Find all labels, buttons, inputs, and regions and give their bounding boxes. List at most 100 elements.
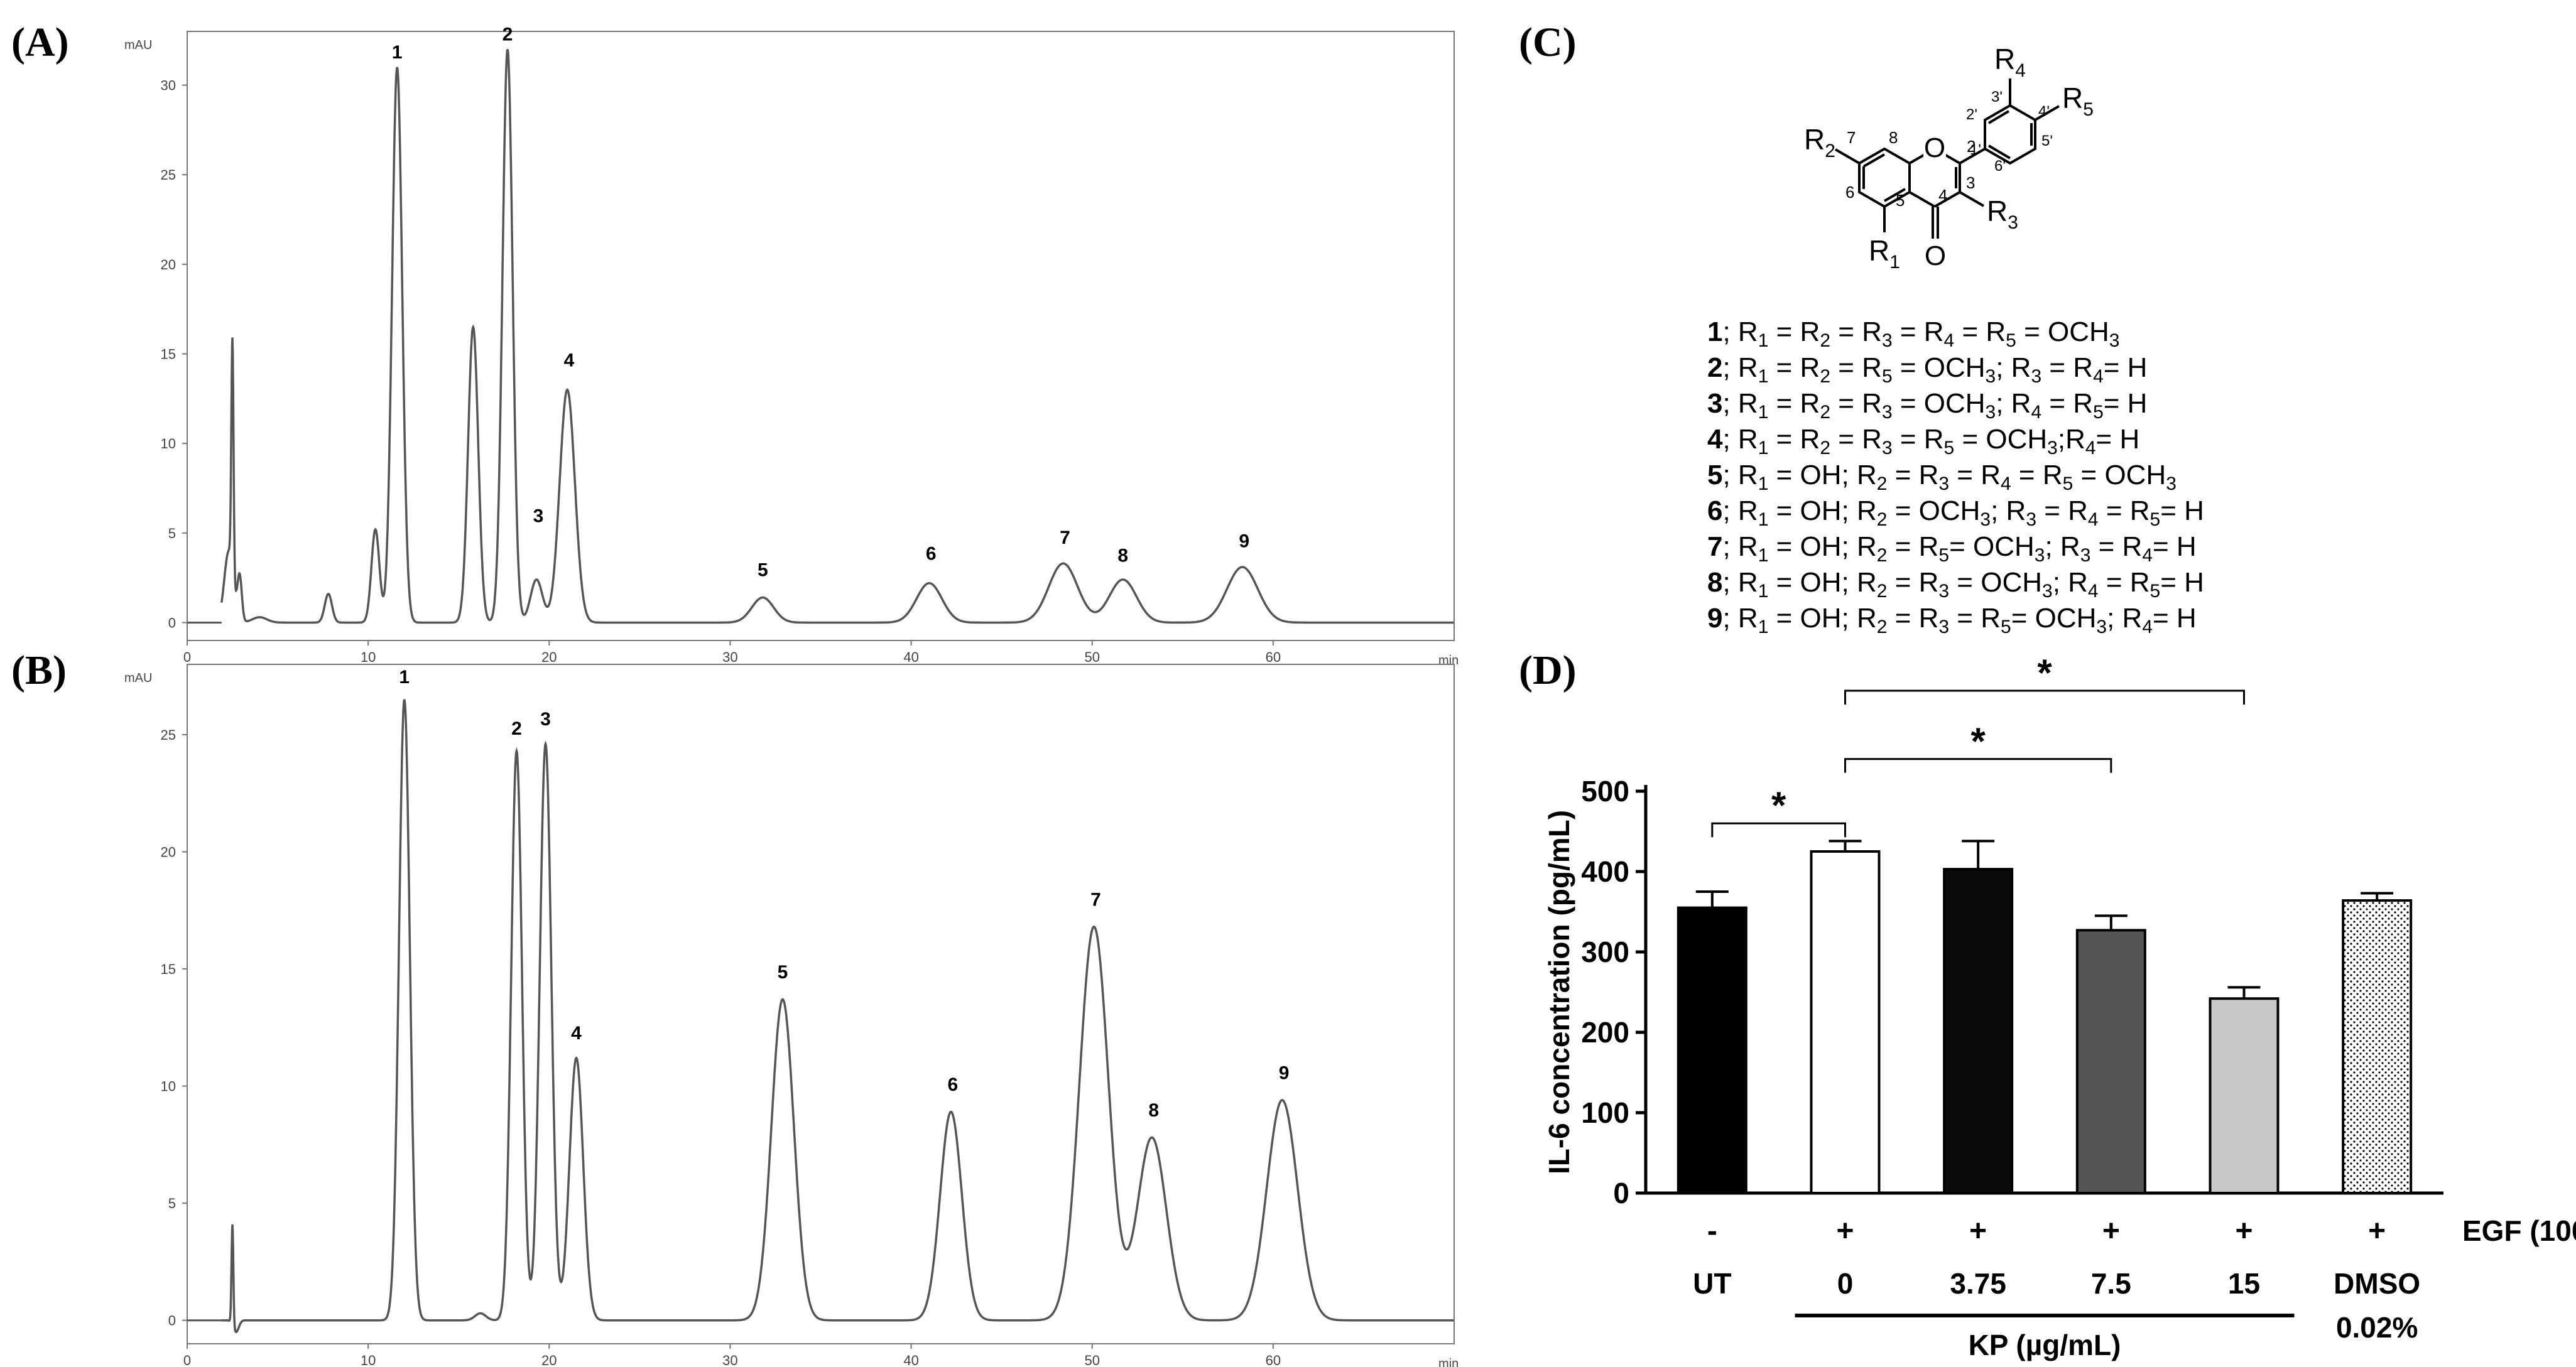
- chrom-b-peak-label-6: 6: [948, 1074, 959, 1095]
- legend-text: = R: [2011, 460, 2063, 490]
- substituent-r5: R5: [2062, 82, 2094, 120]
- legend-line-3: 3; R1 = R2 = R3 = OCH3; R4 = R5= H: [1707, 386, 2273, 423]
- legend-subscript: 4: [2087, 509, 2099, 530]
- legend-text: ; R: [1996, 388, 2031, 419]
- substituent-r2: R2: [1804, 123, 1835, 161]
- legend-compound-number: 5: [1707, 460, 1723, 490]
- bar-y-axis-label: IL-6 concentration (pg/mL): [1543, 810, 1575, 1174]
- substituent-r4: R4: [1994, 43, 2026, 81]
- chrom-b-xtick-label: 50: [1084, 1353, 1099, 1367]
- legend-subscript: 3: [1938, 617, 1950, 637]
- position-3prime: 3': [1991, 89, 2003, 105]
- chrom-a-ytick-label: 20: [161, 257, 176, 273]
- bar-ytick-label: 0: [1613, 1177, 1629, 1209]
- position-6: 6: [1845, 183, 1854, 202]
- legend-subscript: 5: [1938, 545, 1950, 566]
- legend-line-4: 4; R1 = R2 = R3 = R5 = OCH3;R4= H: [1707, 421, 2273, 458]
- legend-text: = R: [1887, 460, 1939, 490]
- chrom-b-ytick-label: 0: [168, 1313, 176, 1329]
- bar-1: [1810, 850, 1881, 1194]
- legend-subscript: 4: [2031, 402, 2042, 423]
- egf-sign-1: +: [1836, 1214, 1854, 1248]
- legend-text: = H: [2153, 531, 2197, 562]
- legend-text: = R: [2090, 531, 2143, 562]
- legend-subscript: 5: [2006, 330, 2016, 351]
- legend-line-1: 1; R1 = R2 = R3 = R4 = R5 = OCH3: [1707, 314, 2273, 350]
- legend-subscript: 1: [1758, 617, 1769, 637]
- chrom-a-peak-label-1: 1: [392, 42, 403, 63]
- legend-text: ; R: [2052, 567, 2088, 598]
- legend-text: ; R: [1722, 388, 1758, 419]
- bar-0: [1677, 906, 1747, 1194]
- panel-label-d: (D): [1519, 647, 1577, 693]
- legend-subscript: 3: [2166, 473, 2177, 494]
- legend-text: = H: [2103, 352, 2148, 383]
- chrom-b-trace: [221, 699, 1454, 1334]
- bar-3: [2075, 929, 2146, 1194]
- chrom-b-y-unit: mAU: [124, 671, 152, 685]
- compound-legend: 1; R1 = R2 = R3 = R4 = R5 = OCH3 2; R1 = …: [1707, 314, 2273, 637]
- category-label-2: 3.75: [1950, 1267, 2006, 1300]
- legend-subscript: 4: [2001, 473, 2011, 494]
- legend-text: ; R: [1722, 460, 1758, 490]
- position-4prime: 4': [2038, 103, 2050, 120]
- position-5: 5: [1896, 191, 1905, 210]
- chrom-b-peak-label-8: 8: [1148, 1100, 1159, 1121]
- chrom-a-ytick-label: 30: [161, 78, 176, 94]
- legend-subscript: 5: [1943, 438, 1955, 458]
- legend-text: = R: [1768, 388, 1820, 419]
- egf-sign-3: +: [2102, 1214, 2120, 1248]
- legend-text: = H: [2103, 388, 2148, 419]
- legend-subscript: 2: [1876, 473, 1888, 494]
- significance-bracket-1: [1844, 758, 2112, 773]
- legend-compound-number: 3: [1707, 388, 1723, 419]
- chrom-a-xtick-label: 10: [361, 649, 376, 665]
- category-label-3: 7.5: [2091, 1267, 2131, 1300]
- legend-text: = R: [1949, 460, 2001, 490]
- legend-subscript: 1: [1758, 545, 1769, 566]
- legend-subscript: 3: [1980, 509, 1991, 530]
- legend-subscript: 5: [2062, 473, 2073, 494]
- chrom-b-xtick-label: 20: [541, 1353, 557, 1367]
- legend-text: = OH; R: [1768, 567, 1877, 598]
- chrom-a-peak-label-4: 4: [564, 350, 575, 371]
- legend-text: = R: [1949, 603, 2001, 634]
- legend-subscript: 3: [2109, 330, 2120, 351]
- legend-subscript: 2: [1820, 438, 1831, 458]
- legend-text: = R: [2041, 352, 2094, 383]
- chrom-b-xtick-label: 30: [722, 1353, 737, 1367]
- chrom-a-ytick-label: 5: [168, 526, 176, 541]
- legend-subscript: 5: [2001, 617, 2011, 637]
- legend-subscript: 4: [1943, 330, 1955, 351]
- position-8: 8: [1889, 128, 1898, 147]
- legend-line-6: 6; R1 = OH; R2 = OCH3; R3 = R4 = R5= H: [1707, 493, 2273, 529]
- significance-star-1: *: [1970, 720, 1986, 762]
- legend-subscript: 3: [1938, 581, 1950, 602]
- legend-subscript: 2: [1820, 366, 1831, 387]
- legend-subscript: 1: [1758, 509, 1769, 530]
- chrom-b-ytick-label: 20: [161, 844, 176, 860]
- position-6prime: 6': [1994, 158, 2006, 175]
- keto-oxygen: O: [1925, 240, 1946, 271]
- legend-subscript: 3: [2034, 545, 2045, 566]
- position-5prime: 5': [2041, 132, 2053, 149]
- legend-text: = R: [1830, 388, 1882, 419]
- legend-subscript: 3: [1985, 366, 1996, 387]
- legend-line-7: 7; R1 = OH; R2 = R5= OCH3; R3 = R4= H: [1707, 529, 2273, 565]
- legend-text: = R: [1768, 424, 1820, 455]
- kp-label: KP (µg/mL): [1969, 1329, 2121, 1361]
- bar-4: [2209, 997, 2280, 1194]
- legend-text: = R: [1830, 352, 1882, 383]
- legend-text: = R: [1830, 316, 1882, 347]
- chrom-a-ytick-label: 15: [161, 347, 176, 362]
- category-label-5: DMSO: [2334, 1267, 2420, 1300]
- chrom-b-peak-label-2: 2: [511, 718, 522, 739]
- bar-2: [1943, 868, 2014, 1195]
- bar-ytick-label: 500: [1581, 775, 1629, 808]
- legend-text: = OCH: [1887, 495, 1981, 526]
- legend-compound-number: 7: [1707, 531, 1723, 562]
- legend-line-2: 2; R1 = R2 = R5 = OCH3; R3 = R4= H: [1707, 350, 2273, 386]
- egf-label: EGF (100 ng/mL): [2462, 1214, 2576, 1247]
